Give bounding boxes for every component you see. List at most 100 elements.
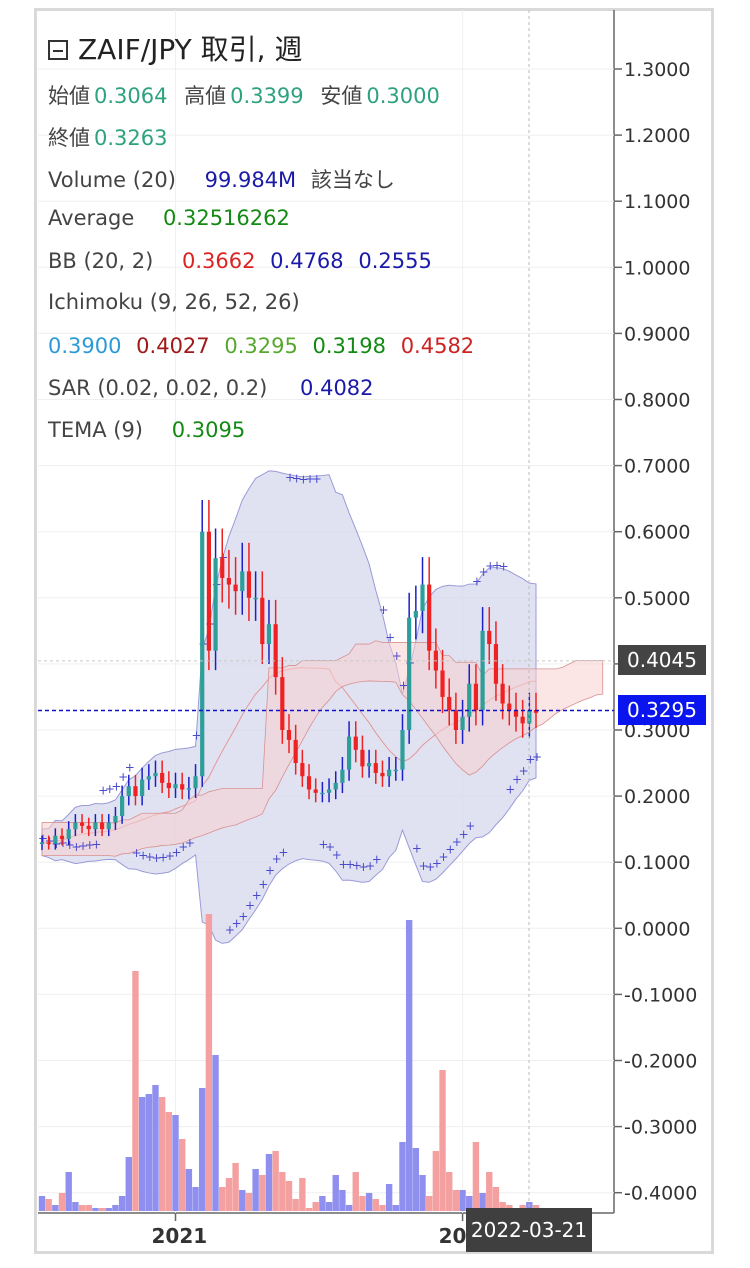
candle-body xyxy=(500,683,505,704)
volume-bar xyxy=(132,971,139,1211)
sar-point: + xyxy=(352,859,362,873)
candle-body xyxy=(53,835,58,844)
candle-body xyxy=(407,617,412,730)
volume-bar xyxy=(412,1148,420,1211)
sar-point: + xyxy=(325,840,335,854)
y-tick-label: 0.9000 xyxy=(624,323,690,345)
volume-bar xyxy=(112,1205,119,1211)
volume-bar xyxy=(58,1193,66,1211)
bb-value-3: 0.2555 xyxy=(358,249,432,273)
sar-point: + xyxy=(105,782,115,796)
volume-bar xyxy=(265,1154,273,1211)
candle-body xyxy=(59,835,65,840)
candle-body xyxy=(193,776,198,789)
ichimoku-values-row: 0.3900 0.4027 0.3295 0.3198 0.4582 xyxy=(48,334,474,358)
sar-point: + xyxy=(472,574,482,588)
candle-body xyxy=(133,786,138,797)
candle-body xyxy=(513,710,519,717)
sar-point: + xyxy=(412,842,422,856)
candle-body xyxy=(393,769,398,772)
y-tick-label: 0.0000 xyxy=(624,918,690,940)
candle-body xyxy=(353,736,358,750)
volume-bar xyxy=(479,1193,486,1211)
sar-point: + xyxy=(71,840,81,854)
sar-value: 0.4082 xyxy=(300,376,374,400)
volume-bar xyxy=(145,1094,153,1211)
sar-point: + xyxy=(292,472,302,486)
volume-bar xyxy=(312,1202,319,1211)
collapse-icon[interactable] xyxy=(48,40,68,60)
sar-point: + xyxy=(332,848,342,862)
candle-body xyxy=(326,789,332,793)
volume-bar xyxy=(178,1139,186,1211)
sar-point: + xyxy=(485,559,495,573)
y-tick-label: 0.7000 xyxy=(624,456,690,478)
sar-point: + xyxy=(158,850,168,864)
volume-bar xyxy=(219,1187,226,1211)
sar-point: + xyxy=(358,860,368,874)
candle-body xyxy=(453,710,458,730)
volume-bar xyxy=(185,1169,193,1211)
candle-body xyxy=(533,710,539,713)
sar-point: + xyxy=(465,819,475,833)
ichimoku-value-2: 0.4027 xyxy=(136,334,210,358)
sar-point: + xyxy=(439,850,449,864)
sar-point: + xyxy=(245,899,255,913)
candle-body xyxy=(220,558,225,578)
sar-label: SAR (0.02, 0.02, 0.2) xyxy=(48,376,268,400)
open-label: 始値 xyxy=(48,84,90,108)
candle-body xyxy=(340,769,345,783)
chart-title-row: ZAIF/JPY 取引, 週 xyxy=(48,28,302,68)
sar-point: + xyxy=(285,470,295,484)
candle-body xyxy=(520,716,525,724)
sar-point: + xyxy=(111,779,121,793)
volume-bar xyxy=(105,1208,112,1211)
candle-body xyxy=(186,788,191,790)
volume-bar xyxy=(225,1178,233,1211)
candle-body xyxy=(86,825,91,830)
x-tick-label: 2021 xyxy=(152,1224,208,1248)
volume-bar xyxy=(78,1205,86,1211)
sar-point: + xyxy=(318,837,328,851)
sar-point: + xyxy=(172,845,182,859)
candle-body xyxy=(173,784,178,789)
y-tick-label: 1.3000 xyxy=(624,59,690,81)
sar-point: + xyxy=(532,750,542,764)
volume-bar xyxy=(199,1088,206,1211)
sar-point: + xyxy=(305,472,315,486)
low-value: 0.3000 xyxy=(366,84,440,108)
volume-bar xyxy=(45,1199,52,1211)
sar-point: + xyxy=(398,679,408,693)
volume-bar xyxy=(399,1142,406,1211)
sar-point: + xyxy=(125,760,135,774)
volume-bar xyxy=(372,1199,379,1211)
high-value: 0.3399 xyxy=(230,84,304,108)
candle-body xyxy=(140,779,145,797)
candle-body xyxy=(213,558,218,651)
candle-body xyxy=(306,776,312,790)
candle-body xyxy=(79,822,85,826)
candle-body xyxy=(360,749,365,767)
candle-body xyxy=(380,772,385,777)
volume-bar xyxy=(65,1172,72,1211)
volume-bar xyxy=(432,1151,440,1211)
candle-body xyxy=(73,822,78,830)
open-value: 0.3064 xyxy=(94,84,168,108)
sar-point: + xyxy=(78,839,88,853)
volume-bar xyxy=(239,1190,246,1211)
sar-point: + xyxy=(499,560,509,574)
volume-bar xyxy=(158,1097,166,1211)
volume-bar xyxy=(392,1205,400,1211)
sar-point: + xyxy=(372,852,382,866)
sar-point: + xyxy=(525,753,535,767)
volume-bar xyxy=(245,1193,253,1211)
candle-body xyxy=(286,730,292,740)
cursor-date-tag: 2022-03-21 xyxy=(466,1208,592,1252)
sar-point: + xyxy=(505,783,515,797)
average-label: Average xyxy=(48,206,135,230)
candle-body xyxy=(333,782,338,790)
bb-value-2: 0.4768 xyxy=(270,249,344,273)
sar-point: + xyxy=(392,649,402,663)
volume-note: 該当なし xyxy=(310,168,395,192)
